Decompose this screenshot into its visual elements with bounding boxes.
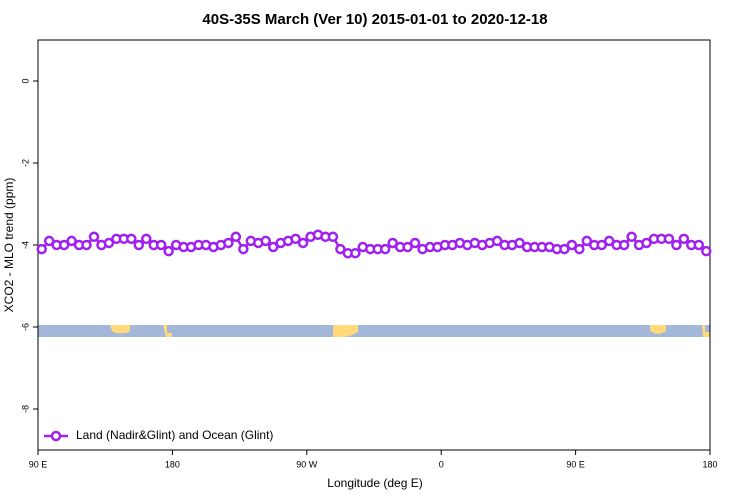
data-point <box>58 239 70 251</box>
x-axis-label: Longitude (deg E) <box>327 476 422 490</box>
data-point <box>387 237 398 249</box>
data-point <box>678 233 690 245</box>
data-point <box>88 231 100 243</box>
x-tick-label: 90 E <box>566 459 585 469</box>
chart-title: 40S-35S March (Ver 10) 2015-01-01 to 202… <box>202 11 547 28</box>
data-point <box>671 239 682 251</box>
data-point <box>603 235 615 247</box>
x-tick-label: 0 <box>439 459 444 469</box>
legend-marker <box>50 430 62 442</box>
x-tick-label: 180 <box>165 459 180 469</box>
data-point <box>103 237 115 249</box>
data-point <box>491 235 503 247</box>
data-point <box>290 233 301 245</box>
land-patch <box>110 325 130 334</box>
data-point <box>559 243 570 255</box>
data-point <box>126 233 137 245</box>
x-tick-label: 90 E <box>29 459 48 469</box>
data-point <box>350 247 361 259</box>
y-tick-label: 0 <box>20 78 30 83</box>
data-point <box>297 237 309 249</box>
data-point <box>379 243 391 255</box>
y-tick-label: -2 <box>20 159 30 167</box>
data-point <box>596 239 607 251</box>
data-point <box>81 239 92 251</box>
land-ocean-band <box>38 325 710 337</box>
y-axis-label: XCO2 - MLO trend (ppm) <box>2 178 16 313</box>
land-patch <box>163 325 172 337</box>
data-point <box>238 243 249 255</box>
data-point <box>267 241 279 253</box>
data-point <box>327 231 339 243</box>
data-point <box>409 237 421 249</box>
y-tick-label: -8 <box>20 405 30 413</box>
data-point <box>335 243 346 255</box>
y-tick-label: -6 <box>20 323 30 331</box>
data-point <box>155 239 167 251</box>
data-point <box>260 235 271 247</box>
data-point <box>663 233 675 245</box>
data-point <box>574 243 585 255</box>
data-point <box>230 231 242 243</box>
land-patch <box>333 325 358 337</box>
data-point <box>43 235 55 247</box>
data-point <box>693 239 705 251</box>
data-point <box>66 235 77 247</box>
data-point <box>223 237 234 249</box>
data-point <box>36 243 47 255</box>
land-patch <box>650 325 666 334</box>
data-point <box>514 237 525 249</box>
legend-label: Land (Nadir&Glint) and Ocean (Glint) <box>76 428 273 442</box>
data-point <box>641 237 652 249</box>
ocean-band <box>38 325 710 337</box>
y-tick-label: -4 <box>20 241 30 249</box>
x-tick-label: 90 W <box>296 459 318 469</box>
data-point <box>701 245 712 257</box>
data-point <box>581 235 593 247</box>
data-point <box>141 233 152 245</box>
data-point <box>133 239 145 251</box>
x-tick-label: 180 <box>702 459 717 469</box>
land-patch <box>702 325 710 337</box>
data-point <box>618 239 630 251</box>
data-point <box>402 241 413 253</box>
data-point <box>566 239 578 251</box>
data-point <box>163 245 174 257</box>
data-point <box>626 231 637 243</box>
